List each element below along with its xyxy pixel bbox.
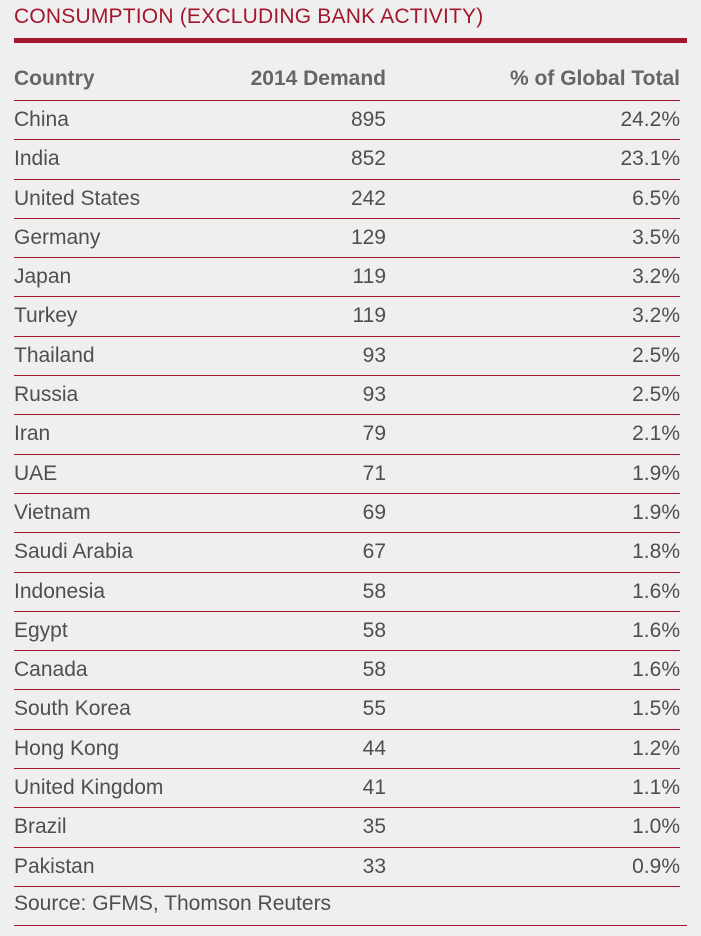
demand-cell: 119 [352, 265, 386, 289]
percent-cell: 3.5% [632, 225, 680, 249]
table-row: Thailand 93 2.5% [14, 337, 680, 377]
demand-cell: 69 [362, 500, 386, 524]
country-cell: United Kingdom [14, 776, 164, 800]
table-row: Indonesia 58 1.6% [14, 573, 680, 612]
demand-cell: 119 [352, 304, 386, 328]
demand-cell: 895 [350, 108, 386, 131]
percent-cell: 2.5% [632, 383, 680, 407]
table-row: Egypt 58 1.6% [14, 612, 680, 652]
table-row: UAE 71 1.9% [14, 455, 680, 494]
demand-cell: 58 [362, 618, 386, 642]
country-cell: China [14, 108, 69, 131]
percent-cell: 1.6% [632, 579, 680, 603]
table-row: China 895 24.2% [14, 101, 680, 141]
country-cell: UAE [14, 461, 58, 485]
percent-cell: 3.2% [632, 265, 680, 289]
percent-cell: 1.2% [632, 736, 680, 760]
country-cell: Thailand [14, 343, 95, 367]
demand-cell: 41 [362, 776, 386, 800]
header-percent: % of Global Total [510, 67, 680, 90]
country-cell: South Korea [14, 697, 131, 721]
country-cell: Indonesia [14, 579, 106, 603]
percent-cell: 24.2% [620, 108, 680, 131]
percent-cell: 1.5% [632, 697, 680, 721]
percent-cell: 6.5% [632, 186, 680, 210]
country-cell: Russia [14, 383, 79, 407]
table-header-row: Country 2014 Demand % of Global Total [14, 59, 680, 101]
table-row: United States 242 6.5% [14, 180, 680, 219]
country-cell: India [14, 147, 60, 171]
demand-cell: 35 [362, 815, 386, 839]
table-row: Canada 58 1.6% [14, 651, 680, 691]
table-row: Russia 93 2.5% [14, 376, 680, 416]
country-cell: Japan [14, 265, 72, 289]
percent-cell: 1.6% [632, 658, 680, 682]
country-cell: Germany [14, 225, 101, 249]
demand-cell: 852 [350, 147, 386, 171]
percent-cell: 1.1% [632, 776, 680, 800]
percent-cell: 23.1% [620, 147, 680, 171]
demand-cell: 44 [362, 736, 386, 760]
country-cell: Iran [14, 422, 51, 446]
table-row: India 852 23.1% [14, 140, 680, 180]
percent-cell: 3.2% [632, 304, 680, 328]
demand-cell: 129 [350, 225, 386, 249]
percent-cell: 1.0% [632, 815, 680, 839]
country-cell: Canada [14, 658, 88, 682]
table-title: CONSUMPTION (EXCLUDING BANK ACTIVITY) [14, 5, 484, 28]
table-row: Brazil 35 1.0% [14, 808, 680, 848]
percent-cell: 1.9% [632, 500, 680, 524]
country-cell: Turkey [14, 304, 78, 328]
demand-cell: 33 [362, 854, 386, 878]
percent-cell: 2.1% [632, 422, 680, 446]
table-row: Vietnam 69 1.9% [14, 494, 680, 534]
demand-cell: 93 [362, 343, 386, 367]
header-demand: 2014 Demand [250, 67, 386, 90]
table-row: Germany 129 3.5% [14, 219, 680, 259]
table-row: Pakistan 33 0.9% [14, 848, 680, 887]
demand-cell: 55 [362, 697, 386, 721]
demand-cell: 242 [350, 186, 386, 210]
header-country: Country [14, 67, 95, 90]
source-note: Source: GFMS, Thomson Reuters [14, 885, 687, 926]
country-cell: Egypt [14, 618, 68, 642]
table-row: Hong Kong 44 1.2% [14, 730, 680, 770]
demand-cell: 58 [362, 658, 386, 682]
table-body: China 895 24.2% India 852 23.1% United States 2… [14, 101, 680, 887]
percent-cell: 2.5% [632, 343, 680, 367]
table-row: Japan 119 3.2% [14, 258, 680, 298]
demand-cell: 93 [362, 383, 386, 407]
table-row: South Korea 55 1.5% [14, 690, 680, 730]
table-row: Saudi Arabia 67 1.8% [14, 533, 680, 573]
table-row: Iran 79 2.1% [14, 415, 680, 455]
country-cell: Brazil [14, 815, 67, 839]
country-cell: Vietnam [14, 500, 91, 524]
percent-cell: 1.6% [632, 618, 680, 642]
country-cell: United States [14, 186, 141, 210]
demand-cell: 58 [362, 579, 386, 603]
demand-cell: 71 [362, 461, 386, 485]
table-row: United Kingdom 41 1.1% [14, 769, 680, 809]
percent-cell: 0.9% [632, 854, 680, 878]
table-row: Turkey 119 3.2% [14, 297, 680, 337]
demand-cell: 67 [362, 540, 386, 564]
demand-cell: 79 [362, 422, 386, 446]
country-cell: Saudi Arabia [14, 540, 134, 564]
title-divider [14, 38, 687, 43]
percent-cell: 1.8% [632, 540, 680, 564]
percent-cell: 1.9% [632, 461, 680, 485]
consumption-table: Country 2014 Demand % of Global Total Ch… [14, 59, 680, 887]
country-cell: Hong Kong [14, 736, 120, 760]
country-cell: Pakistan [14, 854, 95, 878]
